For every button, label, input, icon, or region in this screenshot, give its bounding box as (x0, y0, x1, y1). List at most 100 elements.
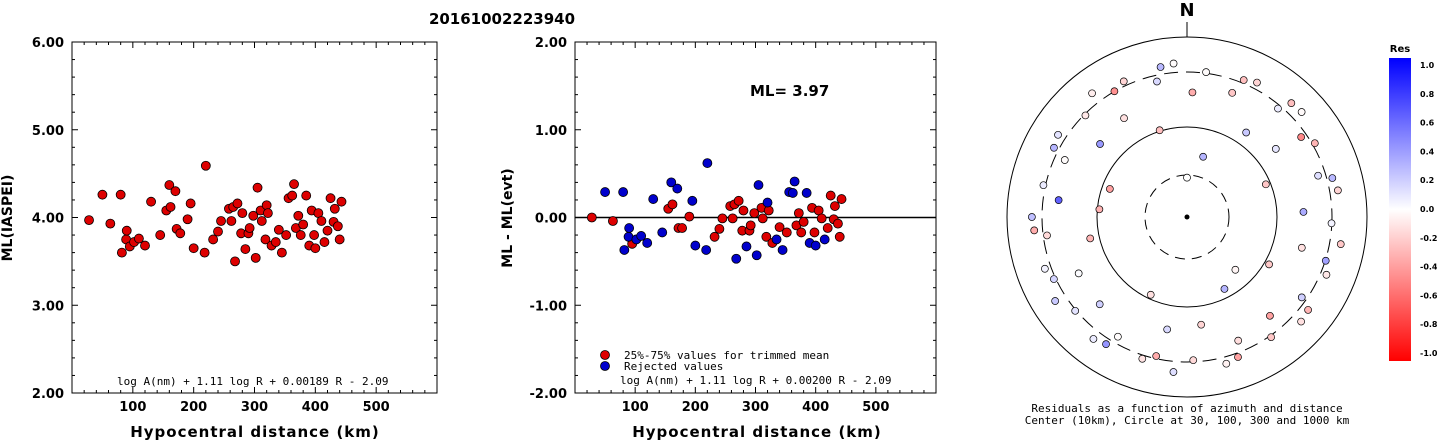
colorbar-tick-label: 0.2 (1420, 176, 1434, 185)
station-residual-marker (1054, 130, 1062, 139)
left-ylabel: ML(IASPEI) (0, 175, 16, 262)
data-point (310, 243, 321, 254)
rejected-point (810, 240, 821, 251)
data-point (213, 226, 223, 237)
accepted-point (793, 208, 804, 219)
data-point (276, 247, 287, 258)
x-tick-label: 500 (862, 400, 889, 415)
rejected-point (741, 241, 752, 252)
station-residual-marker (1199, 152, 1207, 161)
rejected-point (702, 158, 713, 168)
data-point (146, 196, 156, 207)
data-point (293, 210, 304, 221)
accepted-point (733, 195, 744, 206)
center-dot (1184, 214, 1190, 220)
data-point (322, 225, 333, 236)
data-point (165, 202, 176, 212)
rejected-point (642, 238, 653, 248)
station-residual-marker (1228, 88, 1237, 97)
data-point (329, 203, 340, 214)
rejected-point (819, 234, 830, 245)
station-residual-marker (1287, 99, 1296, 107)
rejected-point (672, 183, 683, 194)
station-residual-marker (1153, 77, 1161, 86)
station-residual-marker (1189, 356, 1198, 365)
data-point (105, 218, 116, 229)
data-point (289, 179, 299, 190)
data-point (273, 224, 284, 235)
dashed-ring-30km (1144, 174, 1230, 260)
station-residual-marker (1310, 139, 1319, 148)
rejected-point (801, 188, 812, 198)
legend-rejected-label: Rejected values (624, 360, 723, 373)
station-residual-marker (1327, 219, 1336, 228)
x-tick-label: 300 (241, 400, 268, 415)
y-tick-label: -2.00 (530, 387, 567, 402)
station-residual-marker (1030, 226, 1039, 235)
data-point (256, 216, 267, 226)
data-point (185, 198, 196, 209)
accepted-point (781, 227, 792, 238)
station-residual-marker (1156, 63, 1165, 71)
rejected-point (751, 250, 762, 261)
accepted-point (834, 231, 845, 242)
polar-caption-2: Center (10km), Circle at 30, 100, 300 an… (1025, 414, 1350, 427)
data-point (260, 234, 271, 245)
colorbar-tick-label: 0.8 (1420, 90, 1435, 99)
ring-100km (1096, 126, 1278, 308)
accepted-point (667, 199, 678, 210)
station-residual-marker (1041, 264, 1049, 273)
station-residual-marker (1239, 76, 1248, 84)
middle-y-ticks: -2.00 -1.00 0.00 1.00 2.00 (530, 36, 936, 402)
colorbar: Res 1.0 0.8 0.6 0.4 0.2 0.0 -0.2 -0.4 -0.6 -0.8 -1… (1389, 44, 1437, 361)
station-residual-marker (1297, 133, 1306, 141)
colorbar-tick-label: -0.2 (1420, 234, 1437, 243)
colorbar-gradient (1389, 58, 1411, 361)
station-residual-marker (1336, 240, 1345, 248)
station-residual-marker (1102, 340, 1110, 348)
data-point (97, 189, 108, 200)
data-point (164, 180, 175, 190)
station-residual-marker (1299, 208, 1308, 216)
data-point (295, 230, 306, 240)
station-residual-marker (1155, 126, 1164, 135)
station-residual-marker (1169, 59, 1178, 68)
station-residual-marker (1322, 270, 1331, 279)
y-tick-label: 6.00 (32, 36, 64, 51)
station-residual-marker (1328, 174, 1337, 182)
station-residual-marker (1220, 285, 1229, 293)
station-residual-marker (1266, 311, 1274, 320)
data-point (200, 160, 211, 171)
station-residual-marker (1050, 275, 1058, 283)
x-tick-label: 400 (302, 400, 329, 415)
station-residual-marker (1110, 87, 1119, 96)
data-point (298, 219, 309, 230)
station-residual-marker (1314, 171, 1322, 180)
data-point (237, 208, 248, 219)
station-residual-marker (1039, 181, 1048, 190)
data-point (121, 225, 132, 236)
data-point (250, 252, 261, 263)
accepted-point (816, 213, 827, 224)
rejected-point (657, 227, 668, 238)
ml-value-label: ML= 3.97 (750, 82, 829, 100)
station-residual-marker (1095, 300, 1104, 309)
data-point (216, 216, 226, 226)
left-y-ticks: 2.00 3.00 4.00 5.00 6.00 (32, 36, 437, 402)
data-point (252, 182, 263, 193)
data-point (240, 244, 251, 254)
rejected-point (789, 176, 800, 187)
accepted-point (608, 216, 618, 226)
rejected-point (619, 245, 630, 255)
x-tick-label: 200 (180, 400, 207, 415)
colorbar-tick-label: -1.0 (1420, 349, 1437, 358)
rejected-point (648, 194, 659, 204)
station-residual-marker (1081, 111, 1090, 120)
rejected-point (690, 240, 701, 251)
y-tick-label: 2.00 (535, 36, 567, 51)
dashed-ring-300km (1041, 71, 1333, 363)
station-residual-marker (1086, 234, 1095, 243)
accepted-point (586, 212, 597, 223)
station-residual-marker (1267, 333, 1275, 342)
